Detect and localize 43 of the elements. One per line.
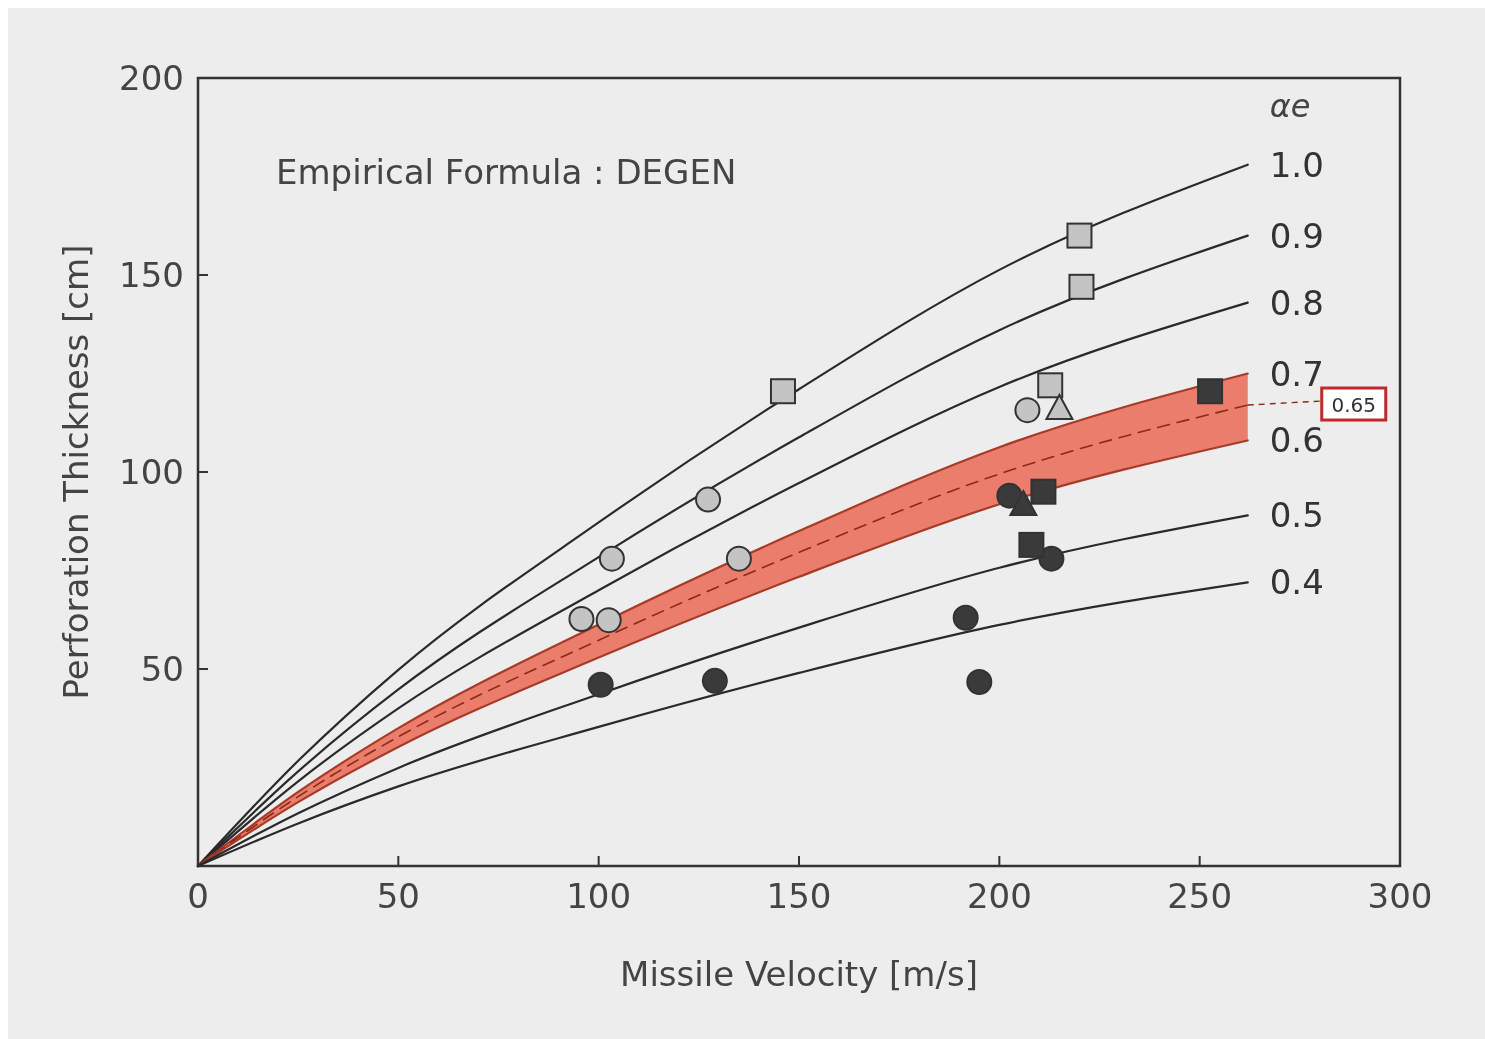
point [595, 607, 622, 634]
x-tick-label: 150 [766, 876, 832, 916]
annotation: Empirical Formula : DEGEN [276, 152, 737, 192]
point [952, 604, 979, 631]
x-tick-label: 0 [187, 876, 209, 916]
point [568, 605, 595, 632]
point [769, 378, 796, 405]
series-label: 0.9 [1269, 215, 1324, 256]
point [1018, 531, 1045, 558]
series-label: 1.0 [1269, 144, 1324, 185]
series-label: 0.4 [1269, 562, 1324, 603]
point [1068, 273, 1095, 300]
point [1038, 545, 1065, 572]
series-label: 0.8 [1269, 282, 1324, 323]
x-tick-label: 200 [966, 876, 1032, 916]
series-label: 0.6 [1269, 420, 1324, 461]
point [701, 667, 728, 694]
y-tick-label: 50 [140, 649, 184, 689]
series-label: 0.5 [1269, 495, 1324, 536]
series-label: 0.7 [1269, 353, 1324, 394]
point [1197, 378, 1224, 405]
y-tick-label: 200 [119, 58, 184, 98]
point [725, 545, 752, 572]
x-axis-title: Missile Velocity [m/s] [620, 954, 978, 994]
point [587, 671, 614, 698]
y-tick-label: 150 [119, 255, 184, 295]
legend-title: αe [1269, 86, 1311, 125]
point [598, 545, 625, 572]
point [1037, 372, 1064, 399]
legend-label: 0.65 [1331, 393, 1377, 418]
point [1066, 222, 1093, 249]
x-tick-label: 50 [376, 876, 420, 916]
point [996, 482, 1023, 509]
x-tick-label: 300 [1367, 876, 1433, 916]
y-axis-title: Perforation Thickness [cm] [56, 244, 96, 700]
point [1030, 478, 1057, 505]
y-tick-label: 100 [119, 452, 184, 492]
x-tick-label: 250 [1167, 876, 1233, 916]
point [695, 486, 722, 513]
point [966, 669, 993, 695]
point [1009, 490, 1038, 517]
point [1014, 397, 1041, 424]
x-tick-label: 100 [566, 876, 632, 916]
